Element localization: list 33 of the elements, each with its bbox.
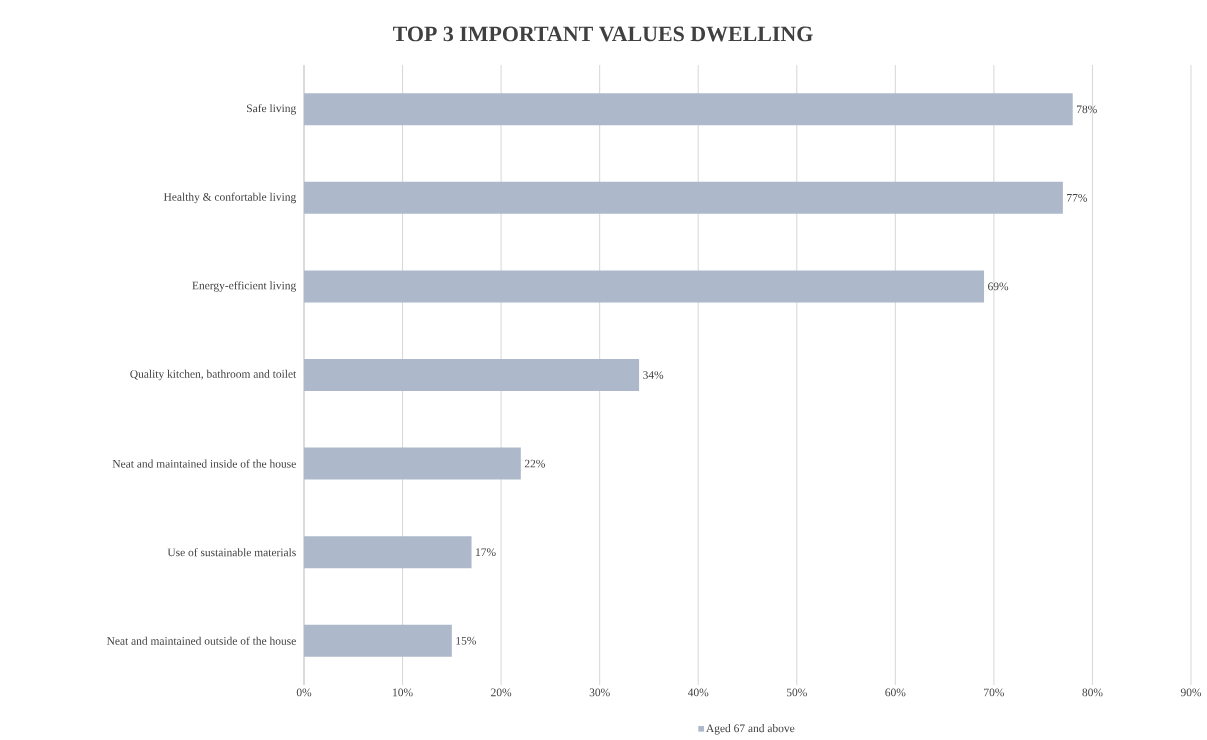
text: 77% [1067, 193, 1088, 202]
bar [304, 447, 521, 480]
x-tick-label: 70% [984, 688, 1005, 697]
x-tick-label: 60% [885, 688, 906, 697]
y-tick-label: Use of sustainable materials [167, 548, 296, 557]
y-tick-label: Neat and maintained outside of the house [106, 636, 296, 645]
y-tick-label: Neat and maintained inside of the house [112, 459, 296, 468]
y-tick-label: Energy-efficient living [192, 281, 297, 292]
y-tick-label: Healthy & confortable living [163, 192, 297, 204]
x-tick-label: 90% [1180, 688, 1202, 697]
text: 78% [1077, 105, 1097, 114]
bar [304, 181, 1063, 214]
text: 15% [456, 636, 476, 645]
bar [304, 93, 1073, 126]
text: 69% [988, 282, 1009, 291]
bar [304, 359, 640, 392]
x-tick-label: 50% [786, 688, 807, 697]
text: 17% [476, 548, 496, 557]
y-tick-label: Safe living [247, 104, 297, 115]
x-tick-label: 30% [589, 688, 610, 697]
x-tick-label: 10% [393, 688, 413, 697]
text: 34% [643, 371, 664, 379]
x-tick-label: 20% [491, 688, 512, 697]
x-tick-label: 40% [687, 688, 709, 697]
chart-title: TOP 3 IMPORTANT VALUES DWELLING [393, 26, 813, 42]
y-tick-label: Quality kitchen, bathroom and toilet [130, 369, 297, 381]
x-tick-label: 0% [296, 688, 312, 697]
bar [304, 536, 472, 569]
bar [304, 270, 985, 303]
x-tick-label: 80% [1082, 688, 1103, 697]
text: 22% [524, 459, 545, 468]
legend-label: Aged 67 and above [706, 724, 795, 735]
bar [304, 624, 452, 657]
